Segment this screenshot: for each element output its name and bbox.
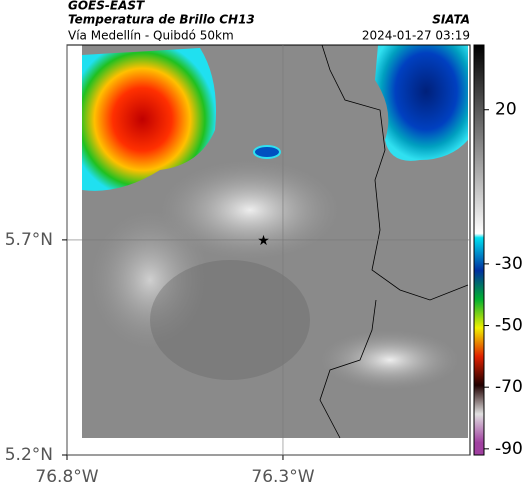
colorbar xyxy=(473,44,485,456)
colorbar-tick-label: -50 xyxy=(495,316,523,336)
colorbar-tick-label: -30 xyxy=(495,254,523,274)
satellite-image xyxy=(82,44,469,439)
colorbar-tick-label: -90 xyxy=(495,439,523,459)
colorbar-tick-label: 20 xyxy=(495,100,517,120)
colorbar-tick-label: -70 xyxy=(495,377,523,397)
x-tick-label: 76.3°W xyxy=(251,467,314,487)
y-tick-label: 5.2°N xyxy=(5,445,53,465)
x-tick-label: 76.8°W xyxy=(35,467,98,487)
y-tick-label: 5.7°N xyxy=(5,230,53,250)
timestamp: 2024-01-27 03:19 xyxy=(362,29,470,43)
route: Vía Medellín - Quibdó 50km xyxy=(68,29,234,43)
product: Temperatura de Brillo CH13 xyxy=(68,13,255,27)
agency: SIATA xyxy=(432,13,470,27)
source: GOES-EAST xyxy=(68,0,145,13)
location-marker: ★ xyxy=(257,233,270,249)
